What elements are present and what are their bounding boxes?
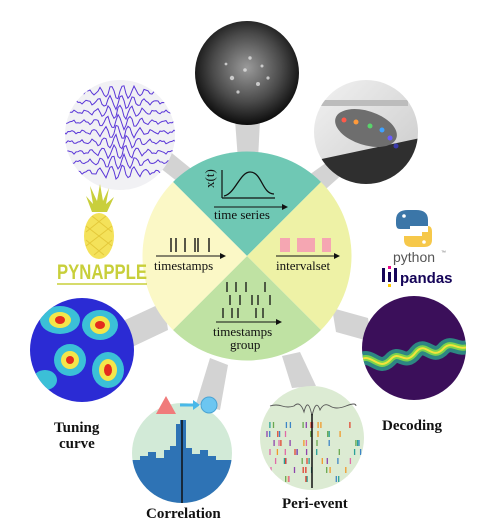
cross-correlogram-icon [132, 420, 232, 503]
spoke-correlation [196, 358, 228, 410]
pynapple-wordmark: PYNAPPLE [57, 261, 147, 284]
tuning-label-1: Tuning [54, 420, 100, 436]
quadrant-timestamps-group [173, 256, 321, 361]
pineapple-icon [84, 184, 114, 259]
intervalset-glyph: intervalset [276, 238, 340, 273]
pose-tracking-icon [314, 100, 418, 184]
data-structures-wheel: x(t) time series timestamps [142, 151, 352, 361]
calcium-imaging-icon [195, 21, 299, 125]
waveform-trace [65, 104, 175, 121]
timestamps-group-glyph [216, 282, 276, 323]
waveforms-icon [65, 84, 175, 180]
decoding-panel [362, 296, 466, 400]
calcium-panel [195, 21, 299, 125]
decoding-label: Decoding [382, 418, 443, 434]
pandas-wordmark: pandas [400, 270, 453, 287]
correlation-panel [132, 396, 232, 503]
correlation-label: Correlation [146, 506, 221, 522]
raster-icon [266, 422, 362, 482]
circle-icon [200, 396, 218, 414]
tuning-label-2: curve [59, 436, 95, 452]
pynapple-logo: PYNAPPLE [57, 184, 147, 285]
waveform-trace [65, 133, 175, 150]
spoke-calcium [235, 120, 260, 160]
peri-event-panel [260, 386, 364, 490]
python-wordmark: python [393, 249, 435, 265]
tracking-panel [314, 80, 418, 184]
timestamps-group-label-1: timestamps [213, 324, 272, 339]
timestamps-glyph: timestamps [154, 238, 226, 273]
spoke-peri-event [282, 352, 316, 388]
waveform-trace [65, 94, 175, 111]
intervalset-label: intervalset [276, 258, 331, 273]
waveform-trace [65, 124, 175, 139]
python-icon [396, 210, 432, 247]
tuning-panel [30, 298, 134, 402]
heatmap-icon [33, 306, 124, 390]
waveform-trace [65, 164, 175, 180]
decoding-icon [362, 338, 466, 371]
lfp-panel [65, 80, 175, 190]
time-series-axis-label: x(t) [202, 169, 217, 188]
peri-event-label: Peri-event [282, 496, 348, 512]
triangle-icon [156, 396, 176, 414]
waveform-trace [65, 152, 175, 170]
pandas-logo: pandas [382, 266, 453, 287]
spoke-decoding [332, 308, 372, 342]
time-series-label: time series [214, 207, 270, 222]
waveform-trace [65, 143, 175, 160]
timestamps-group-label-2: group [230, 337, 260, 352]
timestamps-label: timestamps [154, 258, 213, 273]
quadrant-time-series [173, 151, 321, 256]
spoke-tuning [125, 302, 168, 348]
time-series-glyph: x(t) time series [202, 169, 288, 222]
pandas-icon [382, 266, 397, 287]
waveform-trace [65, 113, 175, 131]
python-logo: python ™ [393, 210, 446, 265]
python-trademark: ™ [441, 250, 446, 256]
